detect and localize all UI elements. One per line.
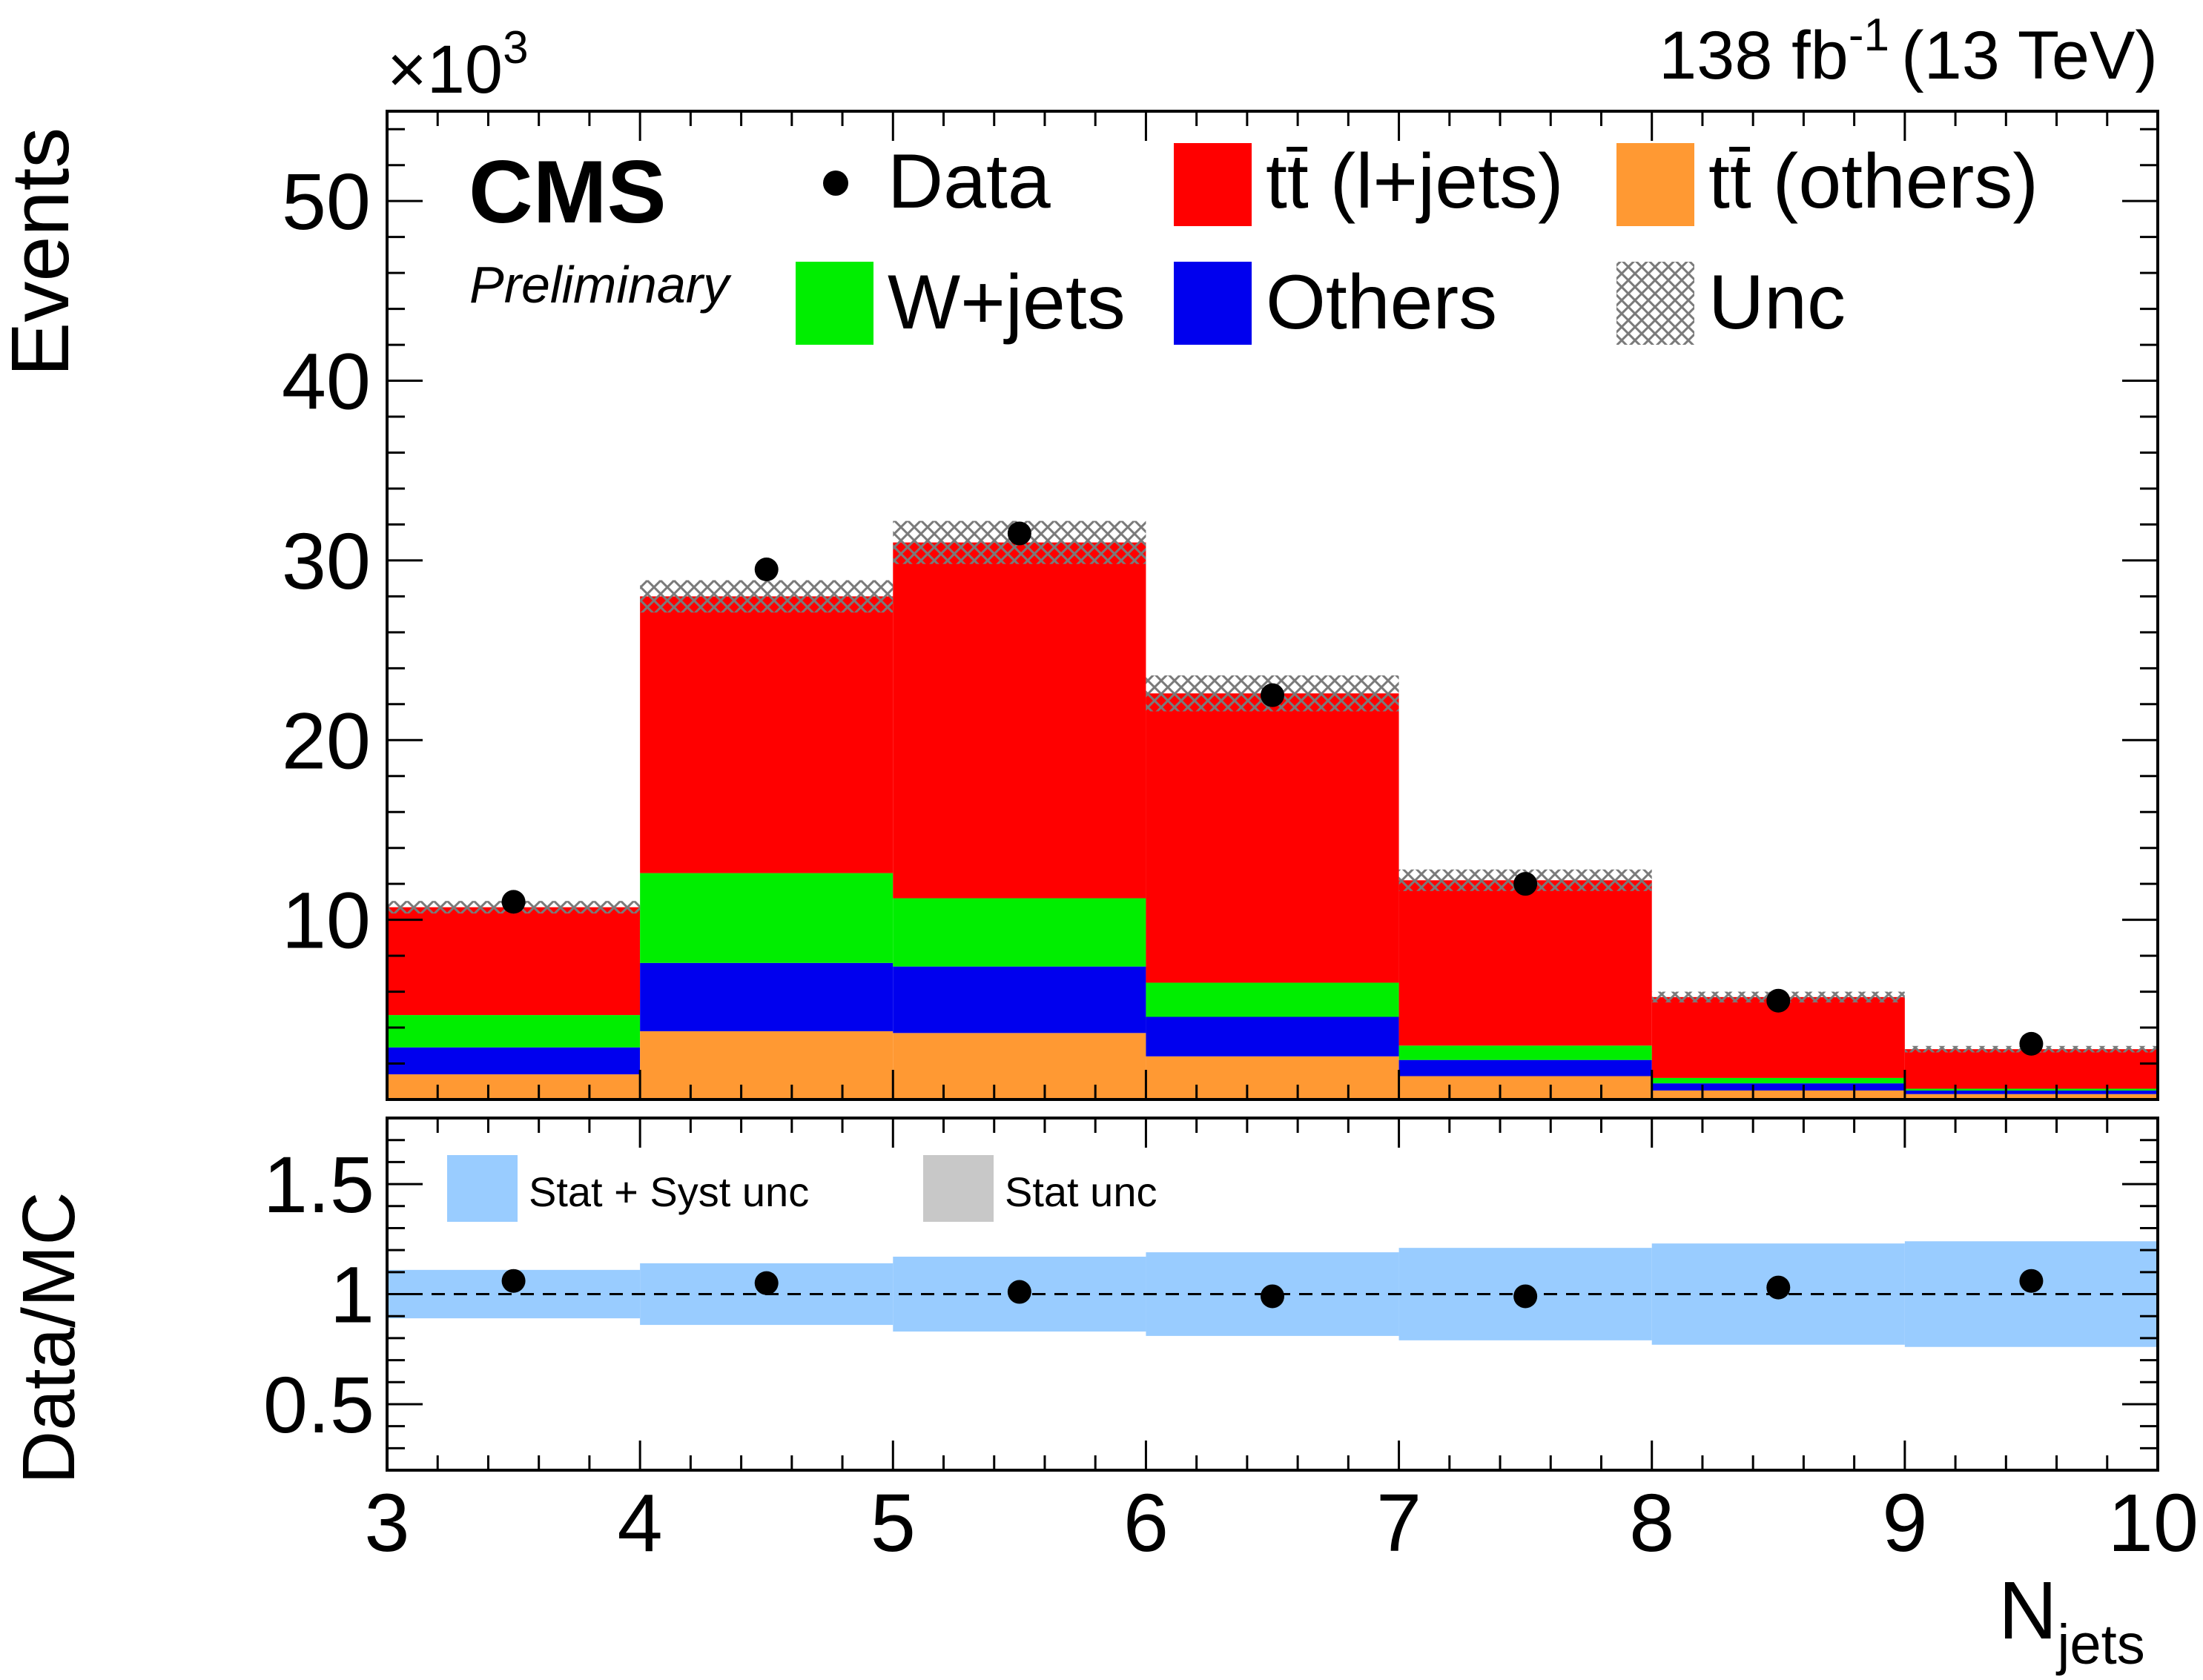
ratio-legend: Stat + Syst unc Stat unc	[447, 1155, 1157, 1222]
stack-bar-wjets-bin-1	[387, 1015, 641, 1048]
y-tick-label-30: 30	[282, 516, 371, 606]
legend-unc-swatch	[1616, 262, 1694, 345]
main-legend: Data tt̄ (l+jets) tt̄ (others) W+jets Ot…	[796, 139, 2038, 345]
stack-bar-wjets-bin-7	[1904, 1088, 2158, 1091]
stack-bar-others-bin-3	[893, 966, 1146, 1034]
x-tick-label-7: 7	[1376, 1478, 1421, 1569]
legend-data-label: Data	[888, 139, 1051, 225]
stack-bar-tt_others-bin-3	[893, 1033, 1146, 1099]
ratio-tick-label-0.5: 0.5	[263, 1360, 374, 1449]
stack-bar-tt_others-bin-2	[640, 1031, 894, 1099]
stack-bar-others-bin-1	[387, 1047, 641, 1075]
data-point-bin-5	[1513, 872, 1538, 896]
ratio-point-bin-5	[1513, 1284, 1538, 1309]
stack-bar-others-bin-4	[1146, 1016, 1399, 1056]
data-point-bin-1	[501, 890, 526, 914]
stack-bar-others-bin-5	[1398, 1059, 1652, 1077]
x-tick-label-6: 6	[1123, 1478, 1169, 1569]
legend-others-swatch	[1174, 262, 1252, 345]
stack-bar-others-bin-6	[1651, 1083, 1905, 1091]
legend-ttljets-swatch	[1174, 143, 1252, 226]
stack-bar-wjets-bin-3	[893, 898, 1146, 967]
ratio-axis-title: Data/MC	[7, 1191, 90, 1484]
stack-bar-others-bin-7	[1904, 1090, 2158, 1094]
stack-bar-wjets-bin-2	[640, 873, 894, 963]
stack-bar-tt_others-bin-7	[1904, 1094, 2158, 1099]
main-frame	[386, 110, 2159, 1101]
legend-wjets-label: W+jets	[888, 259, 1126, 345]
ratio-point-bin-4	[1261, 1284, 1284, 1309]
ratio-band-bin-7	[1904, 1241, 2158, 1347]
ratio-legend-statsyst-label: Stat + Syst unc	[529, 1168, 809, 1215]
stack-bar-wjets-bin-5	[1398, 1045, 1652, 1060]
ratio-tick-label-1.5: 1.5	[263, 1140, 374, 1229]
x-tick-label-5: 5	[871, 1478, 916, 1569]
y-tick-label-20: 20	[282, 695, 371, 785]
data-points	[501, 521, 2044, 1056]
x-tick-label-10: 10	[2108, 1478, 2199, 1569]
stack-bar-tt_others-bin-6	[1651, 1090, 1905, 1099]
ratio-point-bin-2	[754, 1271, 779, 1295]
stack-bar-tt_ljets-bin-3	[893, 542, 1146, 899]
data-point-bin-3	[1007, 521, 1031, 546]
stack-bar-others-bin-2	[640, 962, 894, 1031]
stack-bar-tt_ljets-bin-4	[1146, 693, 1399, 983]
data-point-bin-2	[754, 558, 779, 582]
y-axis-title: Events	[0, 128, 86, 377]
data-point-bin-7	[2019, 1031, 2044, 1056]
data-point-bin-6	[1766, 988, 1791, 1013]
x-tick-label-9: 9	[1882, 1478, 1927, 1569]
ratio-point-bin-3	[1007, 1280, 1031, 1304]
legend-ttljets-label: tt̄ (l+jets)	[1266, 139, 1564, 225]
x-tick-labels: 3 4 5 6 7 8 9 10	[364, 1478, 2199, 1569]
stack-bar-wjets-bin-6	[1651, 1077, 1905, 1084]
stack-bar-tt_others-bin-4	[1146, 1056, 1399, 1099]
stack-bar-tt_others-bin-1	[387, 1074, 641, 1099]
legend-unc-label: Unc	[1708, 259, 1846, 345]
lumi-label: 138 fb-1 (13 TeV)	[1659, 10, 2158, 93]
ratio-legend-stat-label: Stat unc	[1005, 1168, 1157, 1215]
stacked-histogram	[387, 542, 2158, 1099]
ratio-tick-label-1: 1	[330, 1250, 374, 1340]
legend-wjets-swatch	[796, 262, 873, 345]
x-tick-label-3: 3	[364, 1478, 409, 1569]
legend-others-label: Others	[1266, 259, 1497, 345]
y-tick-labels: 10 20 30 40 50	[282, 156, 371, 965]
y-tick-label-40: 40	[282, 337, 371, 426]
x-tick-label-8: 8	[1629, 1478, 1674, 1569]
stack-bar-tt_ljets-bin-7	[1904, 1049, 2158, 1089]
ratio-axis-ticks	[386, 1118, 2159, 1470]
data-point-bin-4	[1261, 683, 1284, 707]
ratio-legend-statsyst-swatch	[447, 1155, 518, 1222]
ratio-tick-labels: 0.5 1 1.5	[263, 1140, 374, 1449]
stack-bar-tt_ljets-bin-5	[1398, 880, 1652, 1046]
stack-bar-wjets-bin-4	[1146, 982, 1399, 1017]
main-axis-ticks	[386, 111, 2159, 1101]
experiment-label: CMS	[469, 142, 667, 242]
legend-ttothers-swatch	[1616, 143, 1694, 226]
ratio-points	[501, 1269, 2044, 1309]
stack-bar-tt_ljets-bin-1	[387, 907, 641, 1016]
multiplier-label: ×103	[387, 22, 529, 108]
status-label: Preliminary	[469, 256, 732, 314]
stack-bar-tt_others-bin-5	[1398, 1076, 1652, 1099]
ratio-point-bin-1	[501, 1269, 526, 1293]
stack-bar-tt_ljets-bin-2	[640, 596, 894, 873]
legend-data-marker	[823, 171, 848, 196]
ratio-point-bin-7	[2019, 1269, 2044, 1293]
ratio-legend-stat-swatch	[923, 1155, 994, 1222]
legend-ttothers-label: tt̄ (others)	[1708, 139, 2038, 225]
x-axis-title: Njets	[1998, 1565, 2145, 1676]
x-tick-label-4: 4	[618, 1478, 663, 1569]
mc-uncertainty-bin-2	[640, 580, 894, 613]
y-tick-label-50: 50	[282, 156, 371, 246]
y-tick-label-10: 10	[282, 876, 371, 965]
ratio-point-bin-6	[1766, 1275, 1791, 1300]
